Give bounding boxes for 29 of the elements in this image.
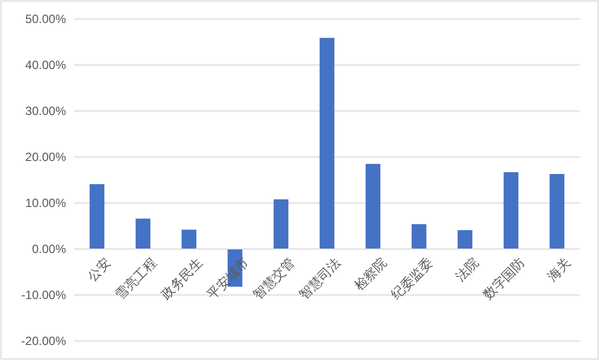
y-tick-label: 50.00% (25, 12, 66, 26)
y-tick-label: 20.00% (25, 150, 66, 164)
bar (274, 199, 288, 249)
y-tick-label: 40.00% (25, 58, 66, 72)
bar (320, 38, 334, 249)
y-tick-label: 0.00% (32, 242, 66, 256)
bar (550, 174, 564, 249)
x-tick-label: 纪委监委 (388, 256, 436, 304)
y-tick-label: 30.00% (25, 104, 66, 118)
x-tick-label: 雪亮工程 (112, 254, 160, 304)
x-tick-label: 海关 (545, 256, 574, 285)
bar (366, 164, 380, 249)
y-tick-label: 10.00% (25, 196, 66, 210)
x-tick-label: 检察院 (351, 254, 390, 294)
bar (412, 224, 426, 249)
x-tick-label: 法院 (453, 256, 482, 285)
x-tick-label: 智慧交管 (250, 254, 298, 304)
bar (90, 184, 104, 249)
x-tick-label: 平安城市 (204, 254, 252, 304)
bar (458, 230, 472, 249)
bar (182, 230, 196, 249)
x-tick-label: 公安 (84, 254, 114, 285)
x-tick-label: 智慧司法 (296, 256, 344, 304)
y-tick-label: -20.00% (21, 334, 66, 348)
y-tick-label: -10.00% (21, 288, 66, 302)
bar (136, 218, 150, 249)
x-tick-label: 数字国防 (480, 254, 528, 304)
bar (504, 172, 518, 249)
x-tick-label: 政务民生 (158, 256, 206, 304)
